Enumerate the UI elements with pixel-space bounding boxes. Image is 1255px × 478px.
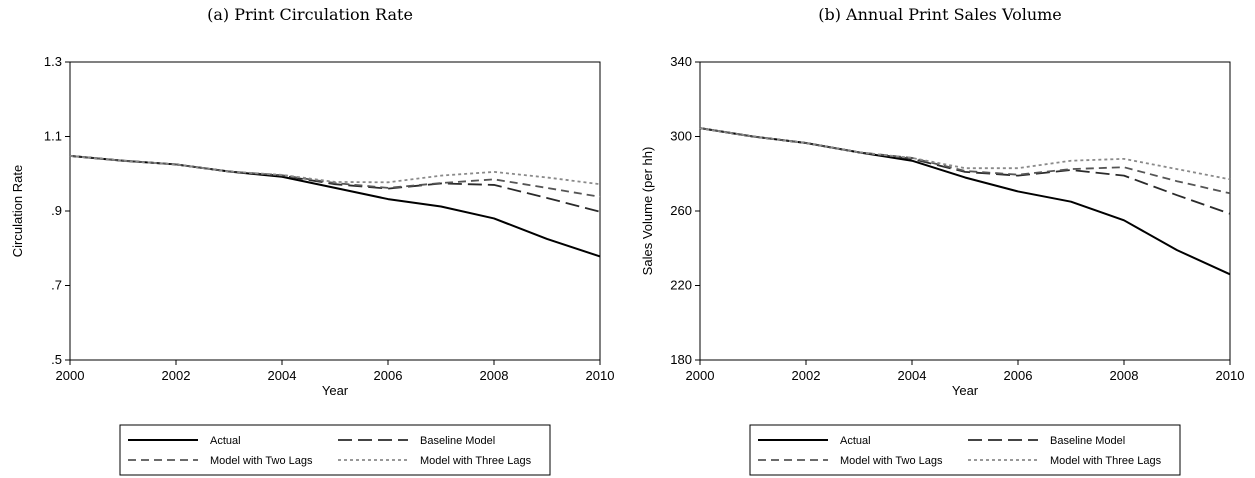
y-tick-label: 1.1: [44, 129, 62, 144]
plot-frame: [69, 61, 601, 361]
line-chart-sales-volume: 180 220 260 300 340 2000 2002 2004 2006 2008 2010 Y…: [640, 54, 1245, 476]
x-tick-label: 2004: [898, 368, 927, 383]
x-tick-label: 2002: [162, 368, 191, 383]
legend-label: Actual: [210, 435, 241, 447]
legend: Actual Baseline Model Model with Two Lags M…: [749, 424, 1181, 476]
y-tick-label: 1.3: [44, 54, 62, 69]
legend-label: Model with Three Lags: [420, 455, 532, 467]
chart-panel-a: (a) Print Circulation Rate .5 .7 .9 1.1 1.3 2…: [0, 0, 620, 478]
series-line-baseline-model: [699, 127, 1231, 215]
x-tick-label: 2000: [686, 368, 715, 383]
x-tick-label: 2004: [268, 368, 297, 383]
x-axis-title: Year: [952, 383, 979, 398]
series-line-model-with-two-lags: [699, 127, 1231, 195]
y-tick-label: .7: [51, 278, 62, 293]
series-line-model-with-two-lags: [69, 154, 601, 198]
y-tick-label: 260: [670, 203, 692, 218]
legend-label: Model with Three Lags: [1050, 455, 1162, 467]
x-tick-label: 2002: [792, 368, 821, 383]
line-chart-circulation: .5 .7 .9 1.1 1.3 2000 2002 2004 2006 2008 2010 Year…: [10, 54, 615, 476]
y-axis-title: Circulation Rate: [10, 165, 25, 258]
y-axis-title: Sales Volume (per hh): [640, 147, 655, 276]
series-line-model-with-three-lags: [699, 127, 1231, 181]
plot-frame: [699, 61, 1231, 361]
x-tick-label: 2010: [1216, 368, 1245, 383]
chart-panel-b: (b) Annual Print Sales Volume 180 220 260 3…: [630, 0, 1250, 478]
y-tick-label: .5: [51, 352, 62, 367]
y-tick-label: 220: [670, 278, 692, 293]
x-tick-label: 2000: [56, 368, 85, 383]
x-axis-title: Year: [322, 383, 349, 398]
legend: Actual Baseline Model Model with Two Lags M…: [119, 424, 551, 476]
legend-label: Model with Two Lags: [210, 455, 313, 467]
x-tick-label: 2008: [1110, 368, 1139, 383]
legend-box: [119, 424, 551, 476]
x-tick-label: 2006: [1004, 368, 1033, 383]
series-line-model-with-three-lags: [69, 154, 601, 186]
chart-title: (a) Print Circulation Rate: [207, 5, 413, 24]
y-tick-label: 300: [670, 129, 692, 144]
y-tick-label: .9: [51, 203, 62, 218]
y-tick-label: 340: [670, 54, 692, 69]
series-line-baseline-model: [69, 154, 601, 213]
legend-label: Baseline Model: [1050, 435, 1125, 447]
y-tick-label: 180: [670, 352, 692, 367]
x-tick-label: 2008: [480, 368, 509, 383]
series-line-actual: [699, 127, 1231, 276]
legend-box: [749, 424, 1181, 476]
legend-label: Baseline Model: [420, 435, 495, 447]
legend-label: Actual: [840, 435, 871, 447]
x-tick-label: 2006: [374, 368, 403, 383]
series-line-actual: [69, 154, 601, 258]
legend-label: Model with Two Lags: [840, 455, 943, 467]
chart-title: (b) Annual Print Sales Volume: [818, 5, 1062, 24]
x-tick-label: 2010: [586, 368, 615, 383]
